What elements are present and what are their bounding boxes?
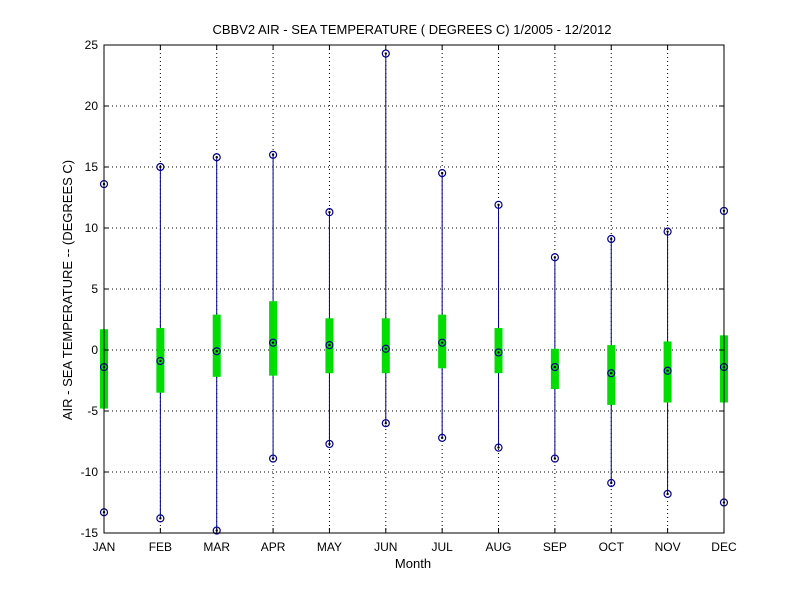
median-marker-dot-aug bbox=[497, 351, 500, 354]
x-tick-label: NOV bbox=[655, 540, 681, 554]
min-marker-sep bbox=[550, 454, 559, 463]
x-tick-label: SEP bbox=[543, 540, 567, 554]
median-marker-dot-may bbox=[328, 343, 331, 347]
min-marker-jun bbox=[381, 419, 390, 428]
min-marker-dot-oct bbox=[610, 481, 613, 485]
median-marker-dot-mar bbox=[215, 350, 218, 353]
box-nov bbox=[663, 341, 672, 403]
y-tick-label: -15 bbox=[81, 526, 99, 540]
y-tick-label: -5 bbox=[87, 404, 98, 418]
markers bbox=[99, 49, 729, 535]
whiskers bbox=[103, 53, 725, 531]
median-marker-may bbox=[325, 341, 334, 350]
x-tick-label: AUG bbox=[486, 540, 512, 554]
box-mar bbox=[212, 314, 221, 377]
x-tick-label: DEC bbox=[711, 540, 737, 554]
max-marker-aug bbox=[494, 200, 503, 209]
min-marker-mar bbox=[212, 526, 221, 535]
max-marker-jun bbox=[381, 49, 390, 58]
max-marker-apr bbox=[268, 150, 278, 159]
box-aug bbox=[494, 328, 503, 374]
max-marker-feb bbox=[156, 162, 165, 172]
median-marker-dot-feb bbox=[159, 359, 162, 363]
max-marker-dot-aug bbox=[497, 203, 500, 207]
max-marker-dot-jul bbox=[440, 171, 444, 175]
min-marker-apr bbox=[268, 454, 278, 463]
box-oct bbox=[607, 345, 616, 405]
y-axis-ticks: -15 -10 -5 0 5 10 15 20 25 bbox=[81, 38, 724, 540]
max-marker-jul bbox=[438, 169, 447, 178]
median-marker-mar bbox=[212, 347, 221, 356]
boxes bbox=[100, 301, 728, 409]
median-marker-apr bbox=[268, 338, 278, 347]
x-tick-label: APR bbox=[261, 540, 286, 554]
median-marker-jun bbox=[381, 344, 390, 353]
min-marker-may bbox=[325, 439, 334, 449]
median-marker-feb bbox=[156, 356, 165, 366]
max-marker-may bbox=[325, 208, 334, 217]
box-sep bbox=[550, 348, 559, 390]
min-marker-jul bbox=[438, 433, 447, 442]
y-tick-label: 5 bbox=[91, 282, 98, 296]
y-tick-label: 15 bbox=[85, 160, 99, 174]
y-axis-label: AIR - SEA TEMPERATURE -- (DEGREES C) bbox=[60, 160, 75, 420]
max-marker-mar bbox=[212, 153, 221, 162]
max-marker-sep bbox=[550, 253, 559, 262]
x-tick-label: MAY bbox=[317, 540, 342, 554]
median-marker-jul bbox=[438, 338, 447, 347]
x-tick-label: JAN bbox=[93, 540, 116, 554]
x-axis-label: Month bbox=[395, 556, 431, 571]
max-marker-dot-may bbox=[328, 210, 331, 214]
max-marker-dot-nov bbox=[666, 230, 669, 233]
min-marker-dot-feb bbox=[159, 517, 162, 520]
min-marker-dot-apr bbox=[271, 457, 275, 460]
median-marker-oct bbox=[607, 369, 616, 378]
median-marker-dot-jul bbox=[440, 341, 444, 344]
min-marker-nov bbox=[663, 489, 672, 499]
y-tick-label: 25 bbox=[85, 38, 99, 52]
median-marker-dot-sep bbox=[553, 365, 557, 369]
min-marker-dot-aug bbox=[497, 446, 500, 449]
y-tick-label: 0 bbox=[91, 343, 98, 357]
max-marker-dot-sep bbox=[553, 256, 557, 259]
median-marker-nov bbox=[663, 366, 672, 375]
max-marker-dot-oct bbox=[610, 237, 613, 241]
median-marker-sep bbox=[550, 362, 559, 372]
min-marker-dot-sep bbox=[553, 457, 557, 460]
grid bbox=[104, 45, 724, 533]
x-tick-label: JUL bbox=[431, 540, 453, 554]
median-marker-aug bbox=[494, 348, 503, 357]
min-marker-aug bbox=[494, 443, 503, 452]
y-tick-label: 10 bbox=[85, 221, 99, 235]
max-marker-dot-jun bbox=[384, 52, 387, 55]
max-marker-dot-mar bbox=[215, 156, 218, 159]
chart-title: CBBV2 AIR - SEA TEMPERATURE ( DEGREES C)… bbox=[212, 22, 611, 37]
min-marker-dot-jul bbox=[440, 436, 444, 440]
median-marker-dot-oct bbox=[610, 371, 613, 375]
box-jul bbox=[438, 314, 447, 369]
x-tick-label: FEB bbox=[149, 540, 172, 554]
median-marker-dot-apr bbox=[271, 341, 275, 344]
min-marker-dot-may bbox=[328, 442, 331, 446]
min-marker-dot-nov bbox=[666, 492, 669, 496]
x-tick-label: OCT bbox=[599, 540, 625, 554]
y-tick-label: -10 bbox=[81, 465, 99, 479]
min-marker-feb bbox=[156, 514, 165, 523]
min-marker-oct bbox=[607, 478, 616, 488]
x-axis-ticks: JAN FEB MAR APR MAY JUN JUL AUG SEP OCT NOV DEC bbox=[93, 45, 737, 554]
min-marker-dot-jun bbox=[384, 422, 387, 425]
max-marker-oct bbox=[607, 234, 616, 244]
y-tick-label: 20 bbox=[85, 99, 99, 113]
max-marker-dot-apr bbox=[271, 153, 275, 156]
x-tick-label: JUN bbox=[374, 540, 397, 554]
median-marker-dot-nov bbox=[666, 369, 669, 372]
max-marker-dot-feb bbox=[159, 165, 162, 169]
box-apr bbox=[269, 301, 278, 376]
max-marker-nov bbox=[663, 227, 672, 236]
x-tick-label: MAR bbox=[203, 540, 230, 554]
median-marker-dot-jun bbox=[384, 347, 387, 350]
